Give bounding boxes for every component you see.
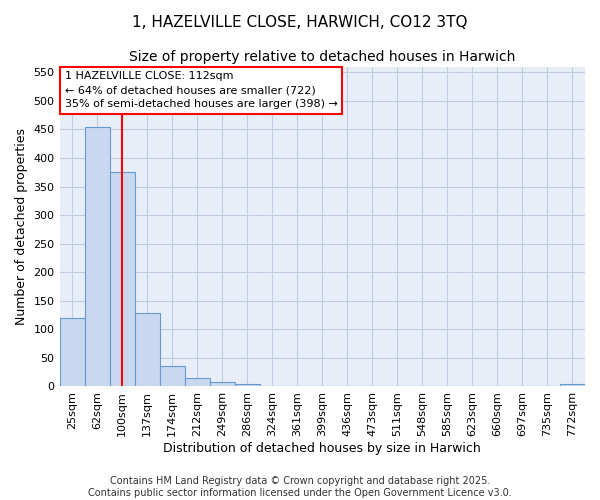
X-axis label: Distribution of detached houses by size in Harwich: Distribution of detached houses by size … xyxy=(163,442,481,455)
Bar xyxy=(85,126,110,386)
Bar xyxy=(209,382,235,386)
Text: Contains HM Land Registry data © Crown copyright and database right 2025.
Contai: Contains HM Land Registry data © Crown c… xyxy=(88,476,512,498)
Bar xyxy=(560,384,585,386)
Text: 1, HAZELVILLE CLOSE, HARWICH, CO12 3TQ: 1, HAZELVILLE CLOSE, HARWICH, CO12 3TQ xyxy=(132,15,468,30)
Bar xyxy=(59,318,85,386)
Bar xyxy=(160,366,185,386)
Text: 1 HAZELVILLE CLOSE: 112sqm
← 64% of detached houses are smaller (722)
35% of sem: 1 HAZELVILLE CLOSE: 112sqm ← 64% of deta… xyxy=(65,72,338,110)
Title: Size of property relative to detached houses in Harwich: Size of property relative to detached ho… xyxy=(129,50,515,64)
Bar xyxy=(134,314,160,386)
Bar xyxy=(185,378,209,386)
Bar xyxy=(235,384,260,386)
Bar xyxy=(110,172,134,386)
Y-axis label: Number of detached properties: Number of detached properties xyxy=(15,128,28,325)
